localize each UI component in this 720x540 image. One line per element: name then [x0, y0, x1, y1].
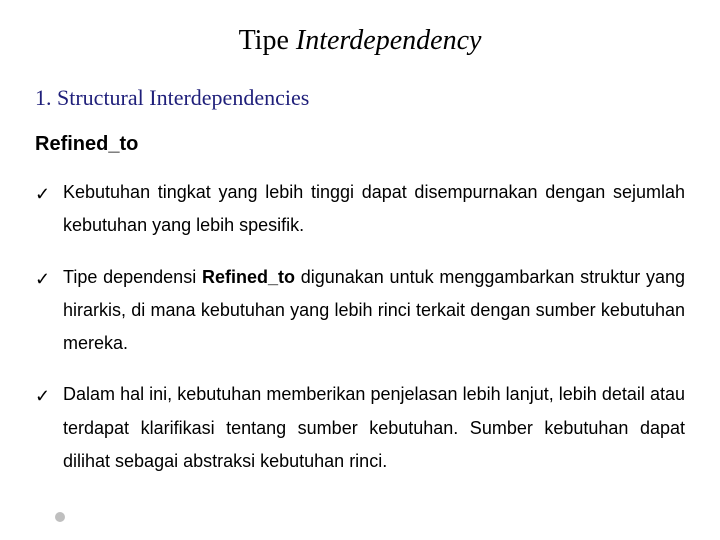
bullet-text-pre: Dalam hal ini, kebutuhan memberikan penj…	[63, 384, 685, 471]
list-item: ✓ Kebutuhan tingkat yang lebih tinggi da…	[35, 176, 685, 243]
title-italic-part: Interdependency	[296, 25, 482, 56]
page-indicator-dot	[55, 512, 65, 522]
list-item: ✓ Dalam hal ini, kebutuhan memberikan pe…	[35, 378, 685, 478]
check-icon: ✓	[35, 178, 50, 211]
section-label: Structural Interdependencies	[57, 85, 309, 110]
bullet-text-pre: Tipe dependensi	[63, 267, 202, 287]
title-plain-part: Tipe	[239, 25, 296, 56]
bullet-text-pre: Kebutuhan tingkat yang lebih tinggi dapa…	[63, 182, 685, 235]
bullet-list: ✓ Kebutuhan tingkat yang lebih tinggi da…	[35, 176, 685, 478]
bullet-text-bold: Refined_to	[202, 267, 295, 287]
slide-title: Tipe Interdependency	[35, 25, 685, 57]
section-number: 1.	[35, 85, 52, 110]
section-heading: 1. Structural Interdependencies	[35, 85, 685, 111]
check-icon: ✓	[35, 380, 50, 413]
check-icon: ✓	[35, 263, 50, 296]
list-item: ✓ Tipe dependensi Refined_to digunakan u…	[35, 261, 685, 361]
subheading: Refined_to	[35, 133, 685, 156]
